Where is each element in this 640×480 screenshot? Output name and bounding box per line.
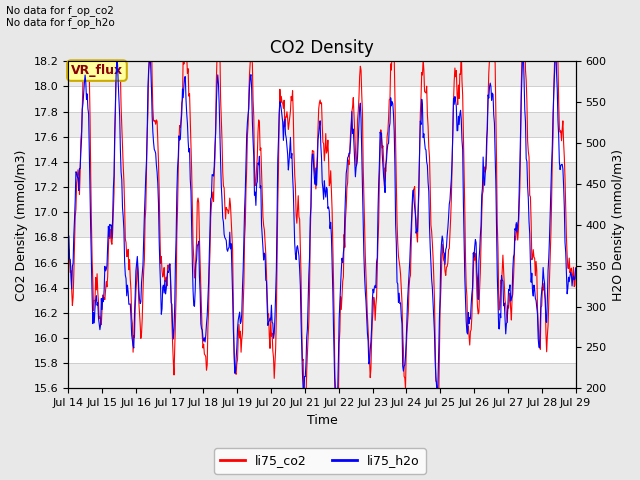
Y-axis label: H2O Density (mmol/m3): H2O Density (mmol/m3) xyxy=(612,149,625,301)
Bar xyxy=(68,61,575,86)
li75_h2o xyxy=(64,256,72,262)
Bar xyxy=(68,112,575,137)
Text: VR_flux: VR_flux xyxy=(71,64,123,77)
li75_h2o xyxy=(204,296,212,302)
X-axis label: Time: Time xyxy=(307,414,337,427)
li75_h2o xyxy=(74,174,81,180)
li75_co2 xyxy=(64,260,72,266)
li75_h2o xyxy=(572,265,579,271)
li75_co2 xyxy=(205,306,212,312)
li75_co2 xyxy=(333,430,341,435)
Legend: li75_co2, li75_h2o: li75_co2, li75_h2o xyxy=(214,448,426,474)
Text: No data for f_op_co2
No data for f_op_h2o: No data for f_op_co2 No data for f_op_h2… xyxy=(6,5,115,28)
Bar xyxy=(68,363,575,388)
li75_h2o xyxy=(399,363,406,369)
li75_h2o xyxy=(333,410,340,416)
Line: li75_h2o: li75_h2o xyxy=(68,41,575,413)
li75_h2o xyxy=(384,141,392,147)
Bar xyxy=(68,162,575,187)
Bar xyxy=(68,313,575,338)
Line: li75_co2: li75_co2 xyxy=(68,11,575,432)
li75_co2 xyxy=(74,175,81,180)
li75_co2 xyxy=(385,115,392,121)
li75_h2o xyxy=(125,301,133,307)
li75_h2o xyxy=(552,38,559,44)
Title: CO2 Density: CO2 Density xyxy=(270,39,374,57)
li75_co2 xyxy=(572,265,579,271)
li75_co2 xyxy=(178,100,186,106)
li75_co2 xyxy=(127,276,134,282)
Y-axis label: CO2 Density (mmol/m3): CO2 Density (mmol/m3) xyxy=(15,149,28,300)
Bar xyxy=(68,212,575,238)
li75_co2 xyxy=(399,346,407,351)
li75_co2 xyxy=(115,8,122,13)
li75_h2o xyxy=(177,120,185,126)
Bar xyxy=(68,263,575,288)
